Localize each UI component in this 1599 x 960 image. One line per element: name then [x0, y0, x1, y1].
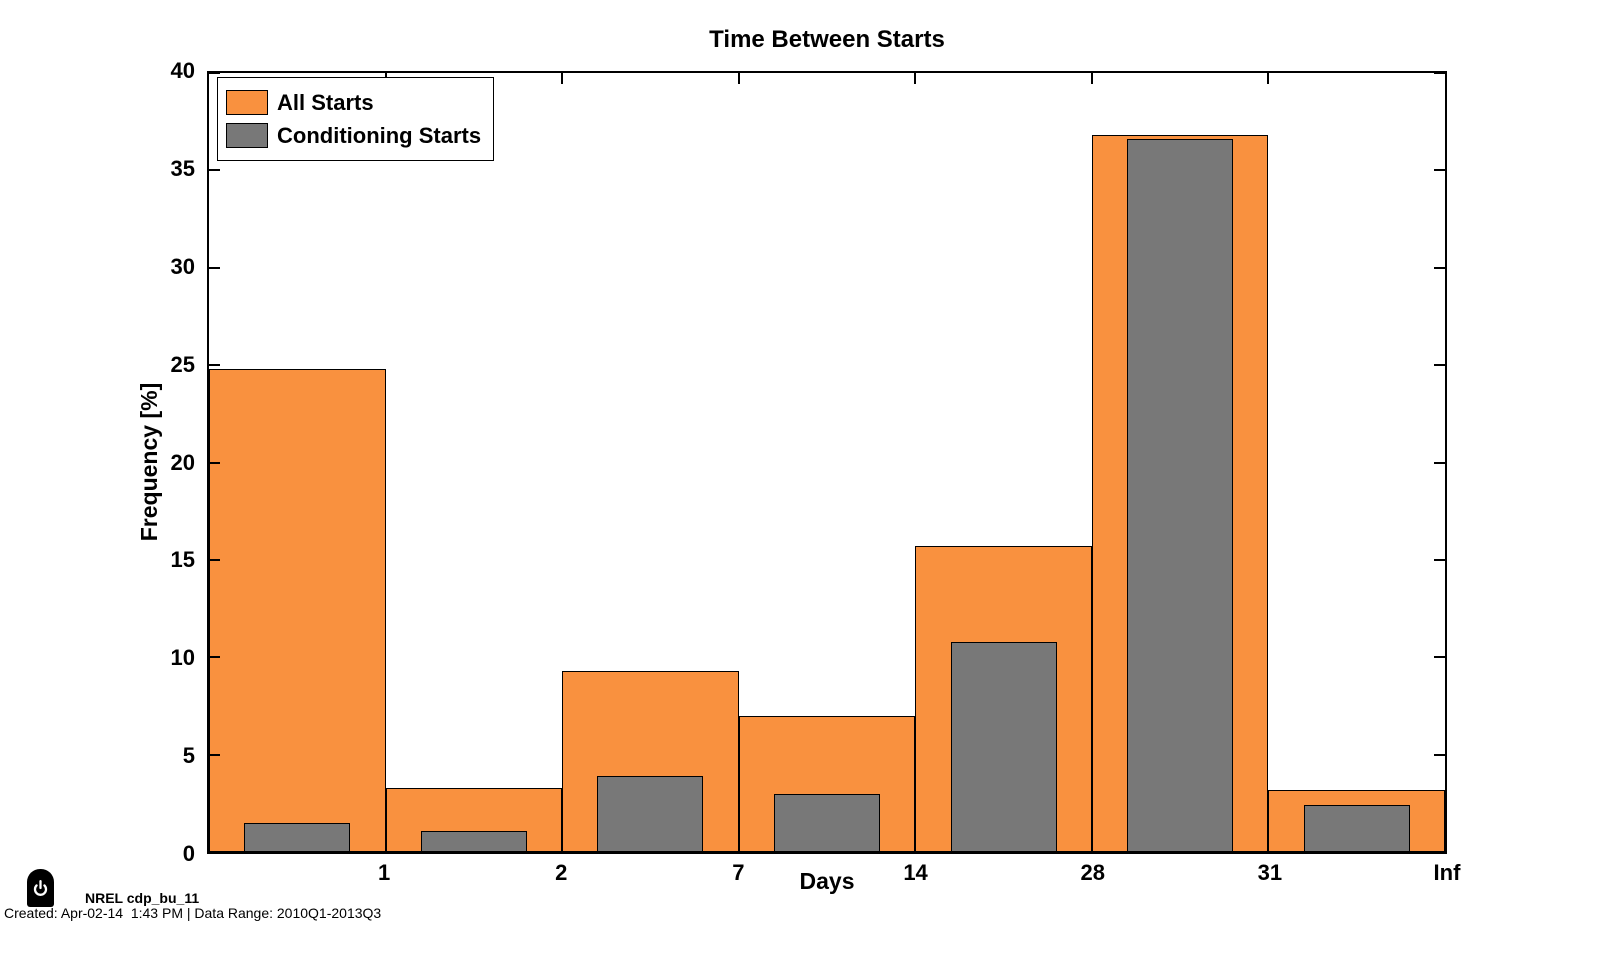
y-tick-mark — [1434, 461, 1445, 464]
x-tick-mark — [914, 841, 917, 852]
y-tick-mark — [209, 753, 220, 756]
x-tick-mark — [737, 73, 740, 84]
legend-label: Conditioning Starts — [277, 122, 482, 148]
y-tick-label-40: 40 — [170, 58, 195, 83]
y-tick-mark — [209, 72, 220, 74]
y-tick-label-25: 25 — [170, 351, 195, 377]
x-tick-mark — [561, 841, 564, 852]
y-tick-mark — [1434, 851, 1445, 853]
y-tick-label-35: 35 — [170, 155, 195, 181]
bar-all-starts-bin1 — [209, 369, 386, 852]
power-icon — [27, 869, 54, 907]
dataset-label: NREL cdp_bu_11 — [85, 890, 200, 906]
y-tick-mark — [1434, 266, 1445, 269]
x-tick-mark — [737, 841, 740, 852]
bar-conditioning-starts-bin1 — [244, 822, 351, 852]
x-tick-mark — [1090, 841, 1093, 852]
x-tick-label-Inf: Inf — [1433, 860, 1461, 885]
y-tick-mark — [209, 851, 220, 853]
y-tick-label-30: 30 — [170, 253, 195, 279]
y-tick-mark — [209, 266, 220, 269]
y-tick-label-0: 0 — [182, 841, 195, 866]
bar-conditioning-starts-bin5 — [950, 641, 1057, 852]
bar-conditioning-starts-bin6 — [1127, 139, 1234, 852]
x-tick-label-1: 1 — [378, 860, 391, 885]
x-tick-mark — [1090, 73, 1093, 84]
bar-conditioning-starts-bin2 — [420, 830, 527, 852]
legend-item: All Starts — [226, 86, 481, 119]
y-tick-mark — [209, 656, 220, 659]
y-tick-mark — [209, 461, 220, 464]
y-tick-label-5: 5 — [182, 743, 195, 769]
y-tick-label-20: 20 — [170, 449, 195, 475]
x-tick-label-2: 2 — [555, 860, 568, 885]
legend-label: All Starts — [277, 89, 374, 115]
y-tick-mark — [209, 364, 220, 367]
y-tick-mark — [1434, 656, 1445, 659]
legend-swatch-icon — [226, 123, 268, 148]
y-tick-mark — [1434, 753, 1445, 756]
legend: All Starts Conditioning Starts — [217, 77, 495, 161]
plot-area: All Starts Conditioning Starts — [207, 71, 1447, 854]
bar-conditioning-starts-bin3 — [597, 776, 704, 852]
y-tick-mark — [1434, 558, 1445, 561]
y-tick-mark — [1434, 72, 1445, 74]
y-tick-mark — [1434, 169, 1445, 172]
x-tick-mark — [1267, 841, 1270, 852]
x-tick-label-28: 28 — [1080, 860, 1105, 885]
y-tick-label-10: 10 — [170, 645, 195, 671]
x-tick-label-7: 7 — [732, 860, 745, 885]
legend-items: All Starts Conditioning Starts — [226, 86, 481, 152]
legend-item: Conditioning Starts — [226, 119, 481, 152]
x-tick-label-31: 31 — [1257, 860, 1283, 885]
x-tick-label-14: 14 — [903, 860, 928, 885]
bar-conditioning-starts-bin7 — [1303, 805, 1410, 852]
x-tick-mark — [561, 73, 564, 84]
x-axis-label: Days — [799, 868, 855, 894]
x-tick-mark — [914, 73, 917, 84]
y-tick-mark — [209, 558, 220, 561]
bar-conditioning-starts-bin4 — [774, 793, 880, 852]
y-tick-mark — [1434, 364, 1445, 367]
legend-swatch-icon — [226, 90, 268, 115]
created-line: Created: Apr-02-14 1:43 PM | Data Range:… — [4, 905, 382, 921]
y-tick-label-15: 15 — [170, 547, 195, 573]
x-tick-mark — [1267, 73, 1270, 84]
y-tick-mark — [209, 169, 220, 172]
x-tick-mark — [384, 841, 387, 852]
chart-title: Time Between Starts — [709, 26, 945, 53]
